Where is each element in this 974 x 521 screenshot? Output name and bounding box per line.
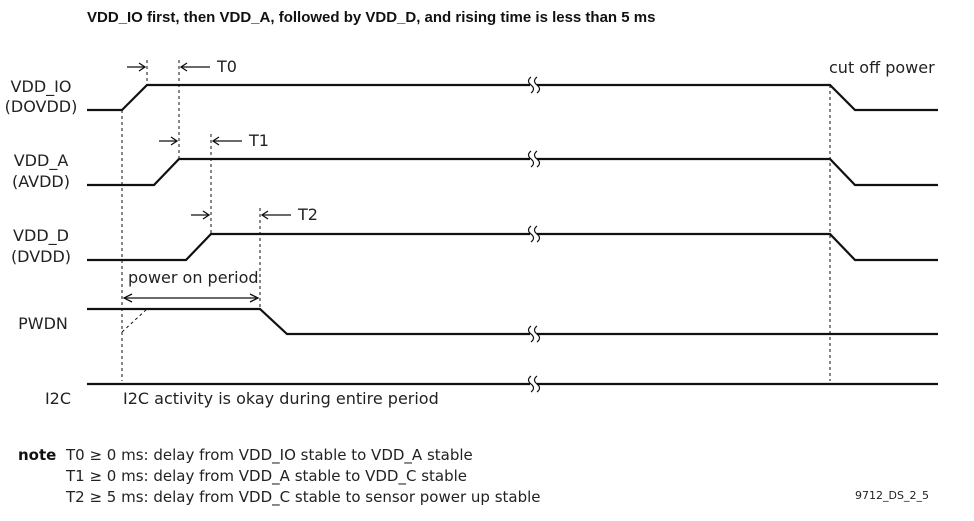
vdd-d-waveform: [87, 232, 938, 262]
vdd-a-waveform: [87, 157, 938, 187]
power-on-period-label: power on period: [128, 268, 259, 287]
t2-label: T2: [297, 205, 318, 224]
cut-off-power-label: cut off power: [829, 58, 935, 77]
i2c-activity-label: I2C activity is okay during entire perio…: [123, 389, 439, 408]
vdd-io-waveform: [87, 83, 938, 112]
note-line-t0: T0 ≥ 0 ms: delay from VDD_IO stable to V…: [65, 446, 473, 465]
break-symbol-pwdn: [527, 325, 541, 343]
vdd-io-label: VDD_IO: [11, 77, 72, 97]
pwdn-waveform: [87, 307, 938, 336]
break-symbol-vdd-a: [527, 150, 541, 168]
note-line-t1: T1 ≥ 0 ms: delay from VDD_A stable to VD…: [65, 467, 467, 486]
break-symbol-i2c: [527, 375, 541, 393]
vdd-io-sublabel: (DOVDD): [5, 97, 78, 116]
diagram-title: VDD_IO first, then VDD_A, followed by VD…: [87, 9, 655, 26]
t1-marker: [159, 136, 242, 146]
break-symbols: [527, 76, 541, 393]
pwdn-label: PWDN: [18, 314, 68, 333]
vdd-a-sublabel: (AVDD): [12, 172, 70, 191]
t2-marker: [191, 210, 291, 220]
t0-marker: [127, 62, 210, 72]
i2c-label: I2C: [45, 389, 71, 408]
timing-reference-lines: [121, 60, 831, 381]
vdd-d-label: VDD_D: [13, 226, 69, 246]
vdd-d-sublabel: (DVDD): [11, 247, 71, 266]
t0-label: T0: [216, 57, 237, 76]
power-on-period-arrow: [122, 293, 260, 303]
break-symbol-vdd-io: [527, 76, 541, 94]
figure-id: 9712_DS_2_5: [855, 489, 929, 502]
note-line-t2: T2 ≥ 5 ms: delay from VDD_C stable to se…: [65, 488, 541, 507]
break-symbol-vdd-d: [527, 225, 541, 243]
t1-label: T1: [248, 131, 269, 150]
vdd-a-label: VDD_A: [14, 151, 69, 171]
note-heading: note: [18, 446, 56, 464]
